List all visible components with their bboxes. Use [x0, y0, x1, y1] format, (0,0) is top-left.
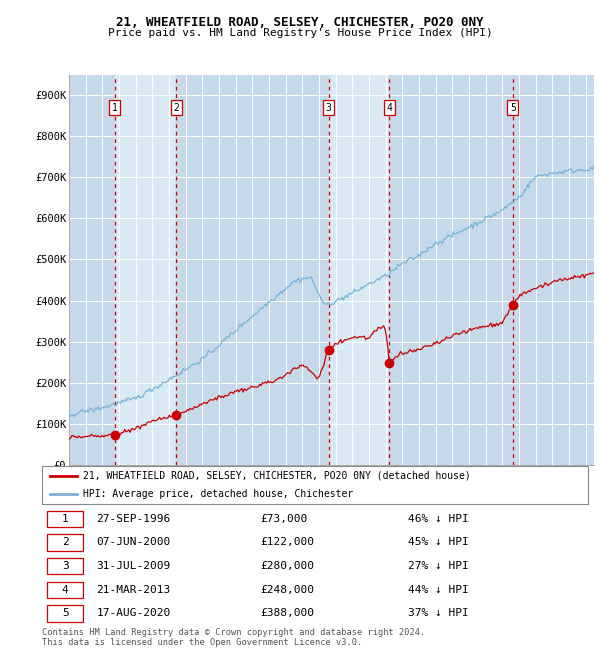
FancyBboxPatch shape — [47, 582, 83, 598]
Text: 31-JUL-2009: 31-JUL-2009 — [97, 561, 171, 571]
Text: 1: 1 — [112, 103, 118, 113]
Text: Price paid vs. HM Land Registry's House Price Index (HPI): Price paid vs. HM Land Registry's House … — [107, 28, 493, 38]
Text: 27-SEP-1996: 27-SEP-1996 — [97, 514, 171, 524]
Text: 2: 2 — [62, 538, 68, 547]
Text: 37% ↓ HPI: 37% ↓ HPI — [408, 608, 469, 618]
Text: £248,000: £248,000 — [260, 585, 314, 595]
Text: 17-AUG-2020: 17-AUG-2020 — [97, 608, 171, 618]
Text: 21-MAR-2013: 21-MAR-2013 — [97, 585, 171, 595]
Bar — [389, 75, 513, 465]
Bar — [69, 75, 115, 465]
Text: 46% ↓ HPI: 46% ↓ HPI — [408, 514, 469, 524]
Text: 44% ↓ HPI: 44% ↓ HPI — [408, 585, 469, 595]
FancyBboxPatch shape — [42, 466, 588, 504]
Text: 07-JUN-2000: 07-JUN-2000 — [97, 538, 171, 547]
Text: 5: 5 — [62, 608, 68, 618]
Text: £280,000: £280,000 — [260, 561, 314, 571]
FancyBboxPatch shape — [47, 510, 83, 527]
Text: 2: 2 — [173, 103, 179, 113]
Text: 1: 1 — [62, 514, 68, 524]
Text: 21, WHEATFIELD ROAD, SELSEY, CHICHESTER, PO20 0NY: 21, WHEATFIELD ROAD, SELSEY, CHICHESTER,… — [116, 16, 484, 29]
FancyBboxPatch shape — [47, 534, 83, 551]
Text: 4: 4 — [62, 585, 68, 595]
Text: HPI: Average price, detached house, Chichester: HPI: Average price, detached house, Chic… — [83, 489, 353, 499]
Text: 5: 5 — [510, 103, 516, 113]
Text: 45% ↓ HPI: 45% ↓ HPI — [408, 538, 469, 547]
Bar — [329, 75, 389, 465]
Text: £73,000: £73,000 — [260, 514, 308, 524]
FancyBboxPatch shape — [47, 605, 83, 622]
Text: 21, WHEATFIELD ROAD, SELSEY, CHICHESTER, PO20 0NY (detached house): 21, WHEATFIELD ROAD, SELSEY, CHICHESTER,… — [83, 471, 471, 481]
Text: 4: 4 — [386, 103, 392, 113]
Bar — [513, 75, 594, 465]
FancyBboxPatch shape — [47, 558, 83, 575]
Bar — [115, 75, 176, 465]
Text: £122,000: £122,000 — [260, 538, 314, 547]
Text: 3: 3 — [326, 103, 332, 113]
Text: Contains HM Land Registry data © Crown copyright and database right 2024.
This d: Contains HM Land Registry data © Crown c… — [42, 628, 425, 647]
Bar — [69, 75, 115, 465]
Bar — [176, 75, 329, 465]
Text: 3: 3 — [62, 561, 68, 571]
Text: 27% ↓ HPI: 27% ↓ HPI — [408, 561, 469, 571]
Text: £388,000: £388,000 — [260, 608, 314, 618]
Bar — [513, 75, 594, 465]
